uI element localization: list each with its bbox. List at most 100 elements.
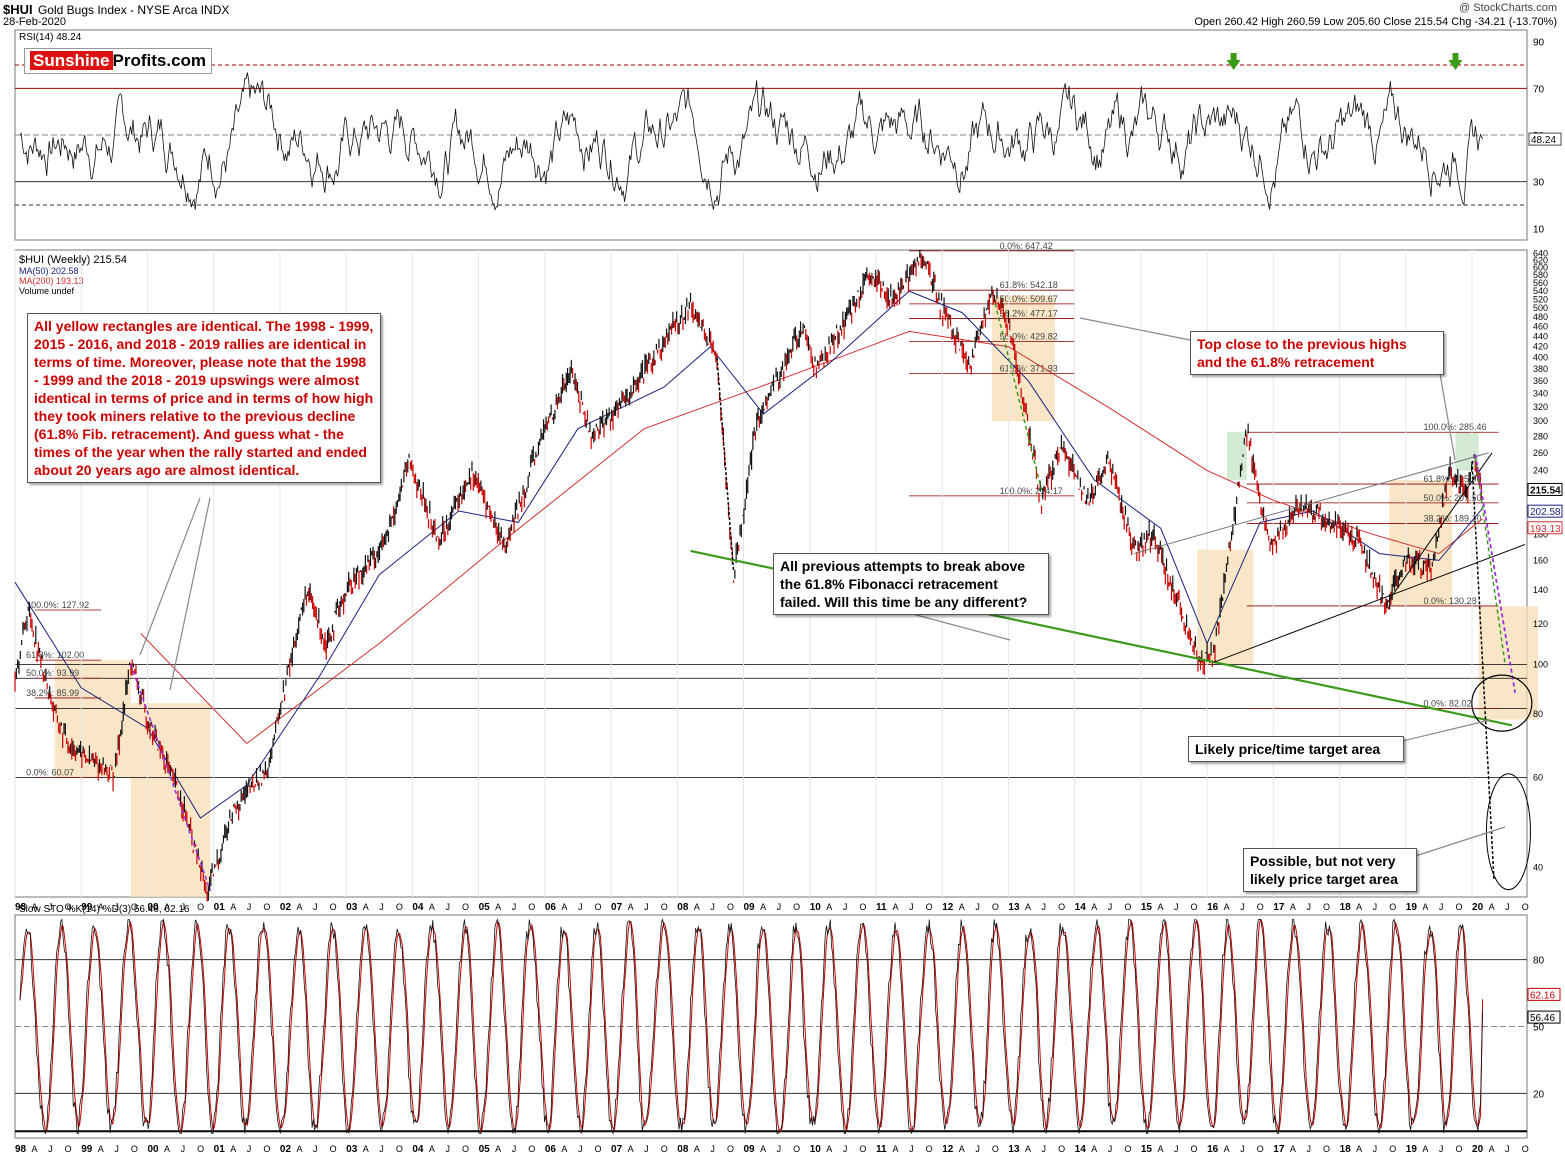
stochastic-k-line	[19, 918, 1483, 1135]
stochastic-last-value-box	[1527, 987, 1561, 1001]
x-axis-tick-label: O	[595, 902, 602, 912]
x-axis-tick-label: A	[1489, 902, 1495, 912]
price-axis-tick-label: 40	[1533, 862, 1543, 872]
rising-wedge-line	[1385, 452, 1493, 606]
price-axis-tick-label: 120	[1533, 619, 1548, 629]
sto-x-axis-tick-label: A	[561, 1144, 567, 1154]
stochastic-tick-label: 20	[1533, 1089, 1545, 1100]
x-axis-tick-label: A	[1356, 902, 1362, 912]
price-axis-tick-label: 460	[1533, 322, 1548, 332]
x-axis-tick-label: O	[396, 902, 403, 912]
x-axis-tick-label: O	[793, 902, 800, 912]
sto-x-axis-tick-label: A	[1290, 1144, 1296, 1154]
fibonacci-level-label: 0.0%: 130.28	[1424, 596, 1477, 606]
price-axis-tick-label: 80	[1533, 709, 1543, 719]
x-axis-tick-label: 20	[1472, 902, 1484, 913]
x-axis-tick-label: 19	[1406, 902, 1418, 913]
rsi-tick-label: 90	[1533, 38, 1545, 49]
sto-x-axis-tick-label: O	[1323, 1144, 1330, 1154]
x-axis-tick-label: O	[131, 902, 138, 912]
x-axis-tick-label: J	[1042, 902, 1047, 912]
x-axis-tick-label: 03	[346, 902, 358, 913]
x-axis-tick-label: O	[65, 902, 72, 912]
fibonacci-level-label: 61.8%: 542.18	[1000, 280, 1058, 290]
x-axis-tick-label: A	[1422, 902, 1428, 912]
x-axis-tick-label: 00	[147, 902, 159, 913]
sto-x-axis-tick-label: 20	[1472, 1144, 1484, 1155]
price-axis-tick-label: 240	[1533, 466, 1548, 476]
sto-x-axis-tick-label: J	[379, 1144, 384, 1154]
x-axis-tick-label: A	[363, 902, 369, 912]
price-value-label: 193.13	[1530, 524, 1561, 535]
sto-x-axis-tick-label: J	[48, 1144, 53, 1154]
fibonacci-level-label: 50.0%: 509.67	[1000, 294, 1058, 304]
rising-support-line	[1213, 543, 1526, 663]
likely-target-ellipse	[1471, 674, 1533, 732]
sto-x-axis-tick-label: 19	[1406, 1144, 1418, 1155]
price-axis-tick-label: 560	[1533, 278, 1548, 288]
sto-x-axis-tick-label: 10	[810, 1144, 822, 1155]
sto-x-axis-tick-label: 02	[280, 1144, 292, 1155]
callout-leader-line	[1079, 317, 1191, 341]
sto-x-axis-tick-label: J	[777, 1144, 782, 1154]
price-value-box	[1527, 504, 1563, 518]
sto-x-axis-tick-label: J	[445, 1144, 450, 1154]
possible-target-ellipse	[1485, 773, 1531, 891]
x-axis-tick-label: J	[909, 902, 914, 912]
yellow-time-rectangle	[1197, 549, 1254, 665]
sto-x-axis-tick-label: J	[975, 1144, 980, 1154]
copyright: @ StockCharts.com	[1459, 2, 1557, 14]
sto-x-axis-tick-label: A	[959, 1144, 965, 1154]
sto-x-axis-tick-label: 15	[1141, 1144, 1153, 1155]
yellow-rectangles-note: All yellow rectangles are identical. The…	[27, 313, 381, 483]
top-close-note: Top close to the previous highs and the …	[1190, 331, 1444, 375]
price-axis-tick-label: 160	[1533, 555, 1548, 565]
sto-x-axis-tick-label: O	[1257, 1144, 1264, 1154]
price-axis-tick-label: 540	[1533, 286, 1548, 296]
sto-x-axis-tick-label: A	[164, 1144, 170, 1154]
price-axis-tick-label: 140	[1533, 585, 1548, 595]
x-axis-tick-label: J	[975, 902, 980, 912]
x-axis-tick-label: 11	[876, 902, 887, 913]
projected-purple-dash	[1474, 454, 1516, 693]
x-axis-tick-label: A	[561, 902, 567, 912]
sto-x-axis-tick-label: 18	[1340, 1144, 1352, 1155]
sto-x-axis-tick-label: J	[843, 1144, 848, 1154]
rsi-tick-label: 70	[1533, 84, 1545, 95]
x-axis-tick-label: 06	[545, 902, 557, 913]
sto-x-axis-tick-label: J	[1505, 1144, 1510, 1154]
x-axis-tick-label: O	[1124, 902, 1131, 912]
x-axis-tick-label: O	[1058, 902, 1065, 912]
fibonacci-level-label: 61.8%: 371.93	[1000, 364, 1058, 374]
possible-target-note: Possible, but not very likely price targ…	[1243, 848, 1417, 892]
sto-x-axis-tick-label: 98	[15, 1144, 27, 1155]
sto-x-axis-tick-label: A	[32, 1144, 38, 1154]
sto-x-axis-tick-label: A	[1356, 1144, 1362, 1154]
sto-x-axis-tick-label: 14	[1075, 1144, 1087, 1155]
sto-x-axis-tick-label: J	[1108, 1144, 1113, 1154]
price-axis-tick-label: 100	[1533, 660, 1548, 670]
stochastic-tick-label: 80	[1533, 956, 1545, 967]
sto-x-axis-tick-label: 07	[611, 1144, 623, 1155]
sunshine-profits-logo: Sunshine Profits.com	[24, 48, 213, 74]
yellow-time-rectangle	[130, 703, 211, 897]
price-axis-tick-label: 440	[1533, 331, 1548, 341]
x-axis-tick-label: 10	[810, 902, 822, 913]
sto-x-axis-tick-label: A	[1157, 1144, 1163, 1154]
price-axis-tick-label: 60	[1533, 773, 1543, 783]
sto-x-axis-tick-label: J	[313, 1144, 318, 1154]
callout-leader-line	[1389, 719, 1491, 745]
legend-ma50: MA(50) 202.58	[19, 266, 79, 276]
x-axis-tick-label: 18	[1340, 902, 1352, 913]
x-axis-tick-label: A	[959, 902, 965, 912]
sto-x-axis-tick-label: J	[909, 1144, 914, 1154]
sto-x-axis-tick-label: O	[793, 1144, 800, 1154]
fibonacci-level-label: 50.0%: 93.99	[26, 668, 79, 678]
x-axis-tick-label: A	[164, 902, 170, 912]
price-axis-tick-label: 420	[1533, 342, 1548, 352]
x-axis-tick-label: O	[1323, 902, 1330, 912]
chart-date: 28-Feb-2020	[3, 16, 66, 28]
x-axis-tick-label: A	[230, 902, 236, 912]
price-axis-tick-label: 620	[1533, 255, 1548, 265]
sto-x-axis-tick-label: O	[65, 1144, 72, 1154]
